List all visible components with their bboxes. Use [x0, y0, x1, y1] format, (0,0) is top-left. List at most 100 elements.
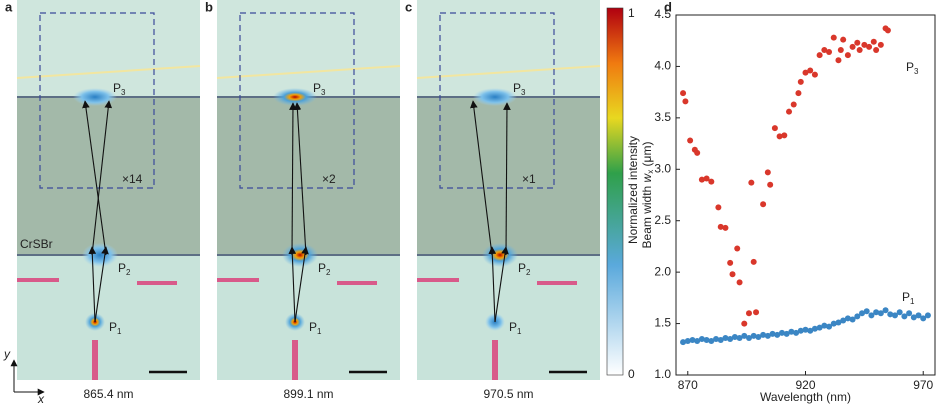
point: [924, 312, 931, 319]
beam-arrow: [88, 246, 97, 323]
point: [837, 46, 844, 53]
point: [816, 324, 823, 331]
colorbar-label: Normalized intensity: [626, 136, 640, 244]
point: [920, 315, 927, 322]
point: [715, 204, 722, 211]
text-part: 1: [317, 327, 322, 336]
point: [844, 315, 851, 322]
point: [680, 90, 687, 97]
point: [887, 311, 894, 318]
top-line: [416, 65, 601, 79]
electrode: [492, 340, 498, 380]
point: [811, 325, 818, 332]
image-panel: [416, 0, 601, 380]
point: [729, 271, 736, 278]
point: [717, 337, 724, 344]
text-part: P: [318, 261, 326, 275]
point: [873, 309, 880, 316]
point: [840, 317, 847, 324]
spot-label: P3: [313, 81, 326, 97]
top-line: [216, 65, 401, 79]
caption: 899.1 nm: [283, 387, 333, 401]
point: [891, 312, 898, 319]
point: [807, 327, 814, 334]
x-axis-label: Wavelength (nm): [760, 390, 851, 404]
substrate-top: [217, 0, 400, 97]
point: [682, 98, 689, 105]
point: [745, 334, 752, 341]
magnification: ×2: [322, 172, 336, 186]
point: [684, 338, 691, 345]
point: [802, 326, 809, 333]
mag-box: [239, 12, 355, 189]
substrate-bottom: [417, 255, 600, 380]
point: [840, 36, 847, 43]
point: [901, 313, 908, 320]
mag-box: [439, 12, 555, 189]
point: [835, 57, 842, 64]
image-panel: [16, 0, 201, 380]
panel-label: b: [205, 0, 213, 14]
legend-label: P1: [902, 290, 915, 306]
point: [764, 169, 771, 176]
substrate-bottom: [217, 255, 400, 380]
point: [849, 316, 856, 323]
spot-label: P1: [309, 320, 322, 336]
point: [856, 46, 863, 53]
point: [910, 314, 917, 321]
text-part: P: [109, 320, 117, 334]
text-part: P: [906, 60, 914, 74]
point: [736, 279, 743, 286]
point: [807, 67, 814, 74]
point: [854, 39, 861, 46]
text-part: w: [640, 172, 654, 182]
text-part: 3: [914, 67, 919, 76]
point: [816, 52, 823, 59]
beam-arrow: [288, 246, 297, 323]
point: [753, 309, 760, 316]
point: [826, 49, 833, 56]
point: [797, 78, 804, 85]
point: [884, 27, 891, 34]
point: [745, 310, 752, 317]
point: [760, 331, 767, 338]
point: [873, 46, 880, 53]
point: [896, 309, 903, 316]
text-part: P: [513, 81, 521, 95]
point: [680, 339, 687, 346]
beam-arrow: [289, 102, 297, 256]
point: [760, 201, 767, 208]
substrate-top: [417, 0, 600, 97]
point: [708, 338, 715, 345]
point: [859, 310, 866, 317]
plot-frame: [675, 14, 936, 376]
point: [727, 336, 734, 342]
point: [877, 41, 884, 48]
point: [736, 334, 743, 341]
point: [868, 312, 875, 319]
text-part: P: [113, 81, 121, 95]
point: [731, 333, 738, 340]
point: [708, 178, 715, 185]
spot-label: P3: [513, 81, 526, 97]
point: [713, 336, 720, 342]
point: [764, 332, 771, 339]
electrode: [92, 340, 98, 380]
beam-arrow: [91, 100, 113, 256]
beam-arrow: [503, 102, 511, 256]
point: [861, 41, 868, 48]
magnification: ×14: [122, 172, 143, 186]
top-line: [16, 65, 201, 79]
flake: [217, 97, 400, 255]
point: [863, 308, 870, 315]
point: [741, 332, 748, 339]
x-tick-label: 870: [678, 378, 698, 392]
text-part: 1: [910, 297, 915, 306]
spot: [482, 243, 518, 267]
point: [882, 307, 889, 314]
electrode: [417, 278, 459, 282]
point: [821, 46, 828, 53]
text-part: Beam width: [640, 182, 654, 248]
flake: [17, 97, 200, 255]
image-panel: [216, 0, 401, 380]
